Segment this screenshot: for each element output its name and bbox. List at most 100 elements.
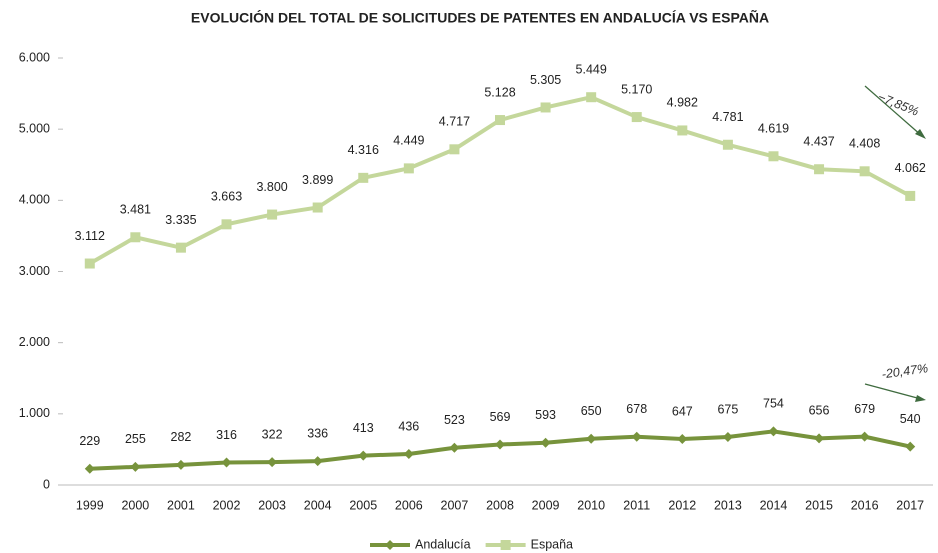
x-tick-label: 2005 [349,498,377,512]
data-label: 3.481 [120,203,151,217]
marker [859,431,870,442]
annotation-arrowhead [915,129,926,139]
data-label: 540 [900,412,921,426]
data-label: 3.663 [211,190,242,204]
y-tick-label: 3.000 [19,264,50,278]
data-label: 656 [809,404,830,418]
data-label: 5.449 [576,63,607,77]
data-label: 5.305 [530,73,561,87]
marker [722,139,733,150]
data-label: 4.437 [803,135,834,149]
x-tick-label: 2012 [668,498,696,512]
data-label: 754 [763,397,784,411]
x-tick-label: 1999 [76,498,104,512]
data-label: 5.170 [621,82,652,96]
marker [722,431,733,442]
x-tick-label: 2000 [121,498,149,512]
data-label: 4.982 [667,96,698,110]
data-label: 5.128 [484,85,515,99]
legend-marker [500,540,511,550]
y-tick-label: 6.000 [19,50,50,64]
data-label: 3.335 [165,213,196,227]
data-label: 4.062 [895,161,926,175]
data-label: 593 [535,408,556,422]
data-label: 569 [490,410,511,424]
x-tick-label: 2004 [304,498,332,512]
x-tick-label: 2014 [760,498,788,512]
annotation-arrowhead [915,395,926,402]
data-label: 523 [444,413,465,427]
data-label: 4.316 [348,143,379,157]
data-label: 3.800 [256,180,287,194]
marker [267,209,278,220]
marker [905,190,916,201]
marker [358,450,369,461]
annotation: -20,47% [881,361,929,381]
marker [449,442,460,453]
data-label: 679 [854,402,875,416]
data-label: 4.408 [849,137,880,151]
data-label: 229 [79,434,100,448]
data-label: 413 [353,421,374,435]
marker [130,461,141,472]
marker [586,433,597,444]
data-label: 322 [262,427,283,441]
x-tick-label: 2007 [441,498,469,512]
marker [84,463,95,474]
marker [221,457,232,468]
marker [814,164,825,175]
data-label: 255 [125,432,146,446]
marker [495,115,505,126]
x-tick-label: 2003 [258,498,286,512]
annotation-arrow [864,383,922,400]
legend-marker [385,540,395,550]
marker [631,112,642,123]
x-tick-label: 2001 [167,498,195,512]
marker [84,258,95,269]
legend-label: Andalucía [415,537,471,551]
y-tick-label: 5.000 [19,121,50,135]
data-label: 650 [581,404,602,418]
marker [859,166,870,177]
data-label: 4.781 [712,110,743,124]
marker [768,426,779,437]
x-tick-label: 2009 [532,498,560,512]
x-tick-label: 2017 [896,498,924,512]
marker [586,92,597,103]
y-tick-label: 0 [43,477,50,491]
marker [267,457,278,468]
marker [540,102,551,113]
marker [358,172,369,183]
annotation-arrow [864,85,923,137]
marker [403,448,414,459]
data-label: 436 [398,419,419,433]
marker [814,433,825,444]
marker [312,202,323,213]
x-tick-label: 2011 [623,498,650,512]
marker [540,437,551,448]
marker [677,433,688,444]
x-tick-label: 2006 [395,498,423,512]
y-tick-label: 1.000 [19,406,50,420]
data-label: 4.619 [758,122,789,136]
y-tick-label: 4.000 [19,193,50,207]
marker [495,439,505,450]
marker [677,125,688,136]
chart-title: EVOLUCIÓN DEL TOTAL DE SOLICITUDES DE PA… [191,9,769,26]
marker [130,232,141,243]
data-label: 336 [307,426,328,440]
series-line [89,429,911,471]
marker [175,459,186,470]
data-label: 647 [672,404,693,418]
data-label: 3.899 [302,173,333,187]
y-tick-label: 2.000 [19,335,50,349]
marker [905,441,916,452]
data-label: 3.112 [75,229,105,243]
marker [631,431,642,442]
data-label: 282 [171,430,192,444]
data-label: 678 [626,402,647,416]
x-tick-label: 2013 [714,498,742,512]
marker [221,219,232,230]
marker [768,151,779,162]
